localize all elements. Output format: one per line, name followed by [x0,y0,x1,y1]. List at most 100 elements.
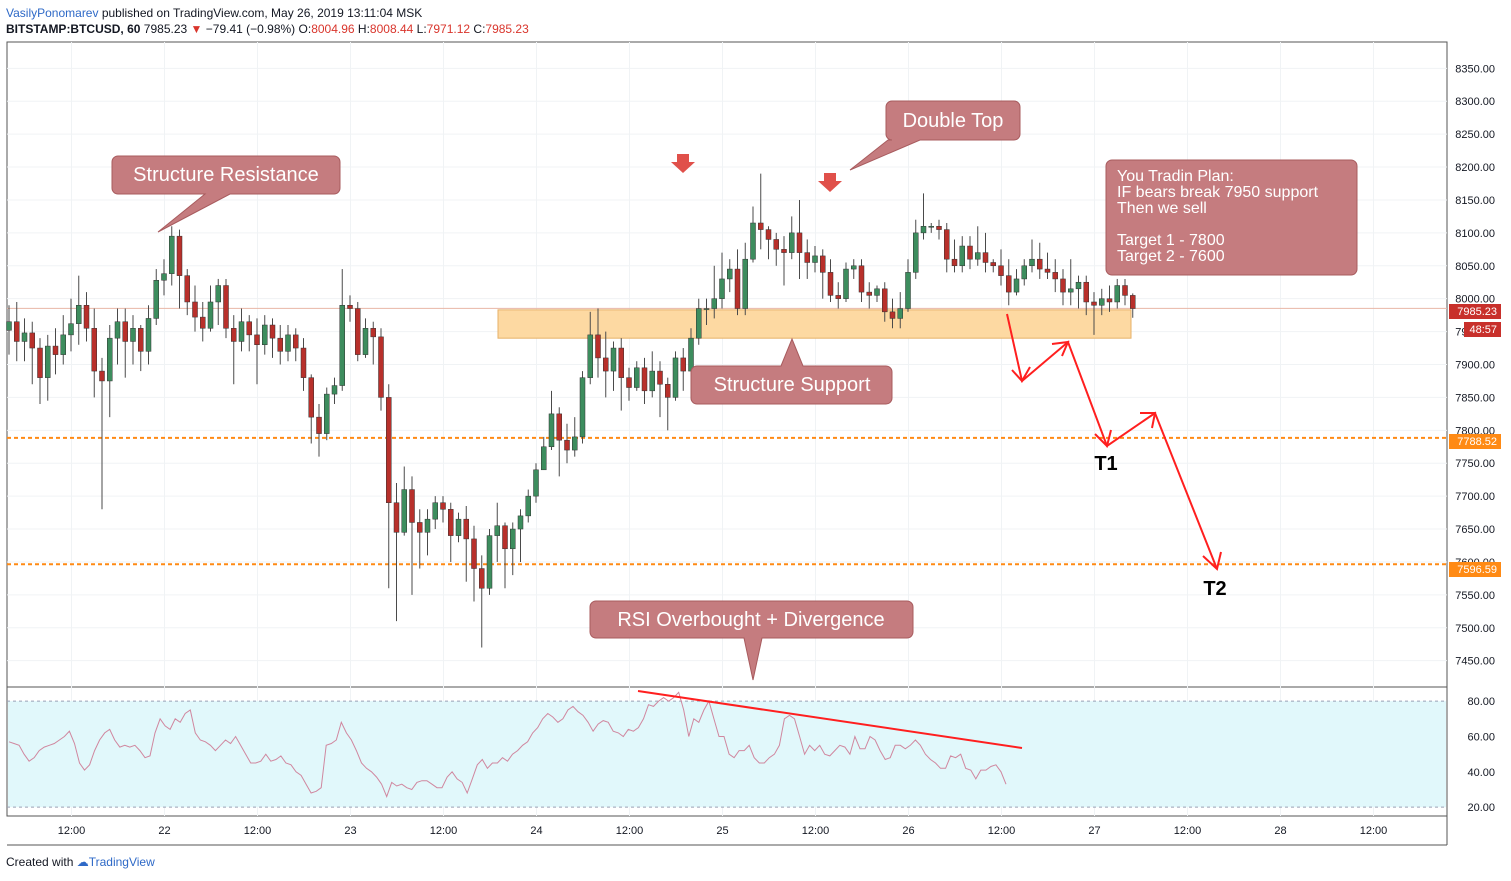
double-top-callout[interactable] [849,100,1021,171]
double-top-label: Double Top [903,110,1004,132]
price-tick-label: 8300.00 [1455,96,1495,108]
candle-body [758,222,764,230]
publish-line: VasilyPonomarev published on TradingView… [6,5,529,21]
price-tick-label: 8100.00 [1455,228,1495,240]
t2-level-tag [1449,562,1501,577]
candle-body [789,232,795,253]
candle-body [277,337,283,352]
candle-body [579,377,586,438]
candle-body [76,305,82,324]
candle-body [83,305,90,329]
candle-body [541,446,547,471]
time-tick-label: 12:00 [430,825,458,837]
tradingview-brand[interactable]: TradingView [88,855,155,869]
candle-body [665,383,671,398]
low-value: 7971.12 [426,22,471,36]
time-tick-label: 12:00 [244,825,272,837]
candle-body [130,328,136,342]
t2-level-tag-text: 7596.59 [1457,564,1497,576]
candle-body [362,328,369,355]
time-tick-label: 27 [1088,825,1100,837]
candle-body [184,275,190,303]
candle-body [91,328,97,372]
candle-body [486,535,493,589]
candle-body [843,268,849,299]
candle-body [649,370,655,392]
candle-body [99,370,105,382]
candle-body [951,258,958,267]
structure-resistance-callout[interactable] [111,155,341,233]
candle-body [1021,265,1027,280]
t1-level-tag [1449,434,1501,449]
candle-body [866,291,872,296]
candle-body [6,321,12,331]
candle-body [1091,301,1097,306]
candle-body [417,522,423,533]
candle-body [231,328,237,342]
candle-body [696,308,702,339]
candle-body [804,252,810,263]
last-price: 7985.23 [143,22,188,36]
candle-body [967,245,973,260]
symbol-label[interactable]: BITSTAMP:BTCUSD, 60 [6,22,141,36]
time-tick-label: 12:00 [988,825,1016,837]
plan-line: Then we sell [1117,200,1207,217]
candle-body [765,229,772,240]
candle-body [207,301,214,329]
tradingview-logo-icon: ☁ [76,855,89,869]
countdown-tag-text: 48:57 [1469,324,1497,336]
candle-body [1060,278,1066,293]
candle-body [347,305,353,309]
candle-body [386,397,392,503]
candle-body [851,265,857,270]
price-tick-label: 8000.00 [1455,294,1495,306]
arrow-head [1140,412,1157,429]
price-tick-label: 7700.00 [1455,491,1495,503]
plan-line: Target 2 - 7600 [1117,248,1225,265]
candle-body [533,469,539,497]
candle-body [393,502,400,533]
candle-body [200,316,206,329]
candle-body [21,332,28,342]
candle-body [510,528,516,550]
candle-body [634,367,640,388]
candle-body [820,255,826,273]
candle-body [703,308,710,310]
candle-body [587,334,593,378]
price-tick-label: 7650.00 [1455,524,1495,536]
candle-body [742,258,748,309]
candle-body [138,328,144,352]
time-tick-label: 26 [902,825,914,837]
price-tick-label: 8050.00 [1455,261,1495,273]
candle-body [603,357,609,372]
candle-body [122,321,128,342]
candle-body [1006,275,1012,293]
candle-body [688,337,694,372]
candle-body [773,239,779,250]
structure-support-callout[interactable] [690,337,893,405]
candle-body [300,347,307,378]
candle-body [161,273,167,281]
candle-body [254,334,260,346]
candle-body [494,525,500,536]
rsi-tick-label: 60.00 [1467,731,1495,743]
trading-plan-box[interactable] [1105,159,1358,276]
candle-body [835,295,841,299]
candle-body [711,298,717,309]
rsi-divergence-callout[interactable] [589,600,914,681]
chart-canvas[interactable]: 8350.00 8300.00 8250.00 8200.00 8150.00 8100.… [0,0,1511,850]
candle-body [944,229,950,260]
arrow-head [1202,551,1222,571]
author-link[interactable]: VasilyPonomarev [6,6,99,20]
candle-body [29,332,35,349]
candle-body [1122,285,1128,296]
time-tick-label: 12:00 [58,825,86,837]
high-value: 8008.44 [369,22,414,36]
price-tick-label: 7450.00 [1455,656,1495,668]
peak-arrow-icon [671,154,695,173]
candle-body [424,518,431,533]
price-tick-label: 8250.00 [1455,129,1495,141]
plan-line: Target 1 - 7800 [1117,232,1225,249]
candle-body [45,345,51,378]
candle-body [269,324,276,339]
